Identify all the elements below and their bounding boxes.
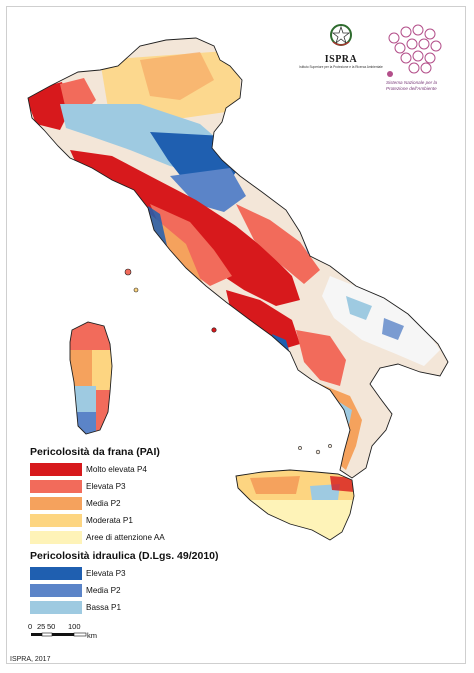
legend-item-frana-p1: Moderata P1 (30, 513, 133, 527)
legend-item-idraulica-p3: Elevata P3 (30, 566, 126, 580)
legend-label: Elevata P3 (86, 568, 126, 578)
scale-bar-graphic (31, 632, 87, 637)
legend-swatch (30, 479, 82, 493)
legend-swatch (30, 513, 82, 527)
legend-swatch (30, 462, 82, 476)
legend-item-frana-p2: Media P2 (30, 496, 121, 510)
map-credit: ISPRA, 2017 (10, 656, 51, 663)
ispra-logo: ISPRA Istituto Superiore per la Protezio… (298, 22, 384, 82)
legend-label: Aree di attenzione AA (86, 532, 165, 542)
scale-tick: 0 (28, 622, 33, 631)
ispra-subtitle: Istituto Superiore per la Protezione e l… (299, 65, 383, 69)
legend-item-frana-p4: Molto elevata P4 (30, 462, 147, 476)
legend-label: Elevata P3 (86, 481, 126, 491)
scale-tick: 100 (68, 622, 81, 631)
legend-item-idraulica-p1: Bassa P1 (30, 600, 121, 614)
legend-label: Media P2 (86, 585, 121, 595)
map-frame (6, 6, 466, 664)
legend-label: Media P2 (86, 498, 121, 508)
snpa-text: Sistema Nazionale per la Protezione dell… (386, 80, 438, 91)
legend-item-idraulica-p2: Media P2 (30, 583, 121, 597)
scale-tick: 25 (37, 622, 46, 631)
legend-swatch-h (30, 583, 82, 597)
legend-hydraulic-title: Pericolosità idraulica (D.Lgs. 49/2010) (30, 550, 219, 562)
legend-label: Bassa P1 (86, 602, 122, 612)
scale-bar: 0 25 50 100 km (28, 622, 168, 652)
legend-item-frana-p3: Elevata P3 (30, 479, 126, 493)
legend-item-frana-aa: Aree di attenzione AA (30, 530, 165, 544)
legend-swatch-h (30, 566, 82, 580)
scale-tick: 50 (47, 622, 56, 631)
italian-emblem-icon (330, 24, 352, 46)
legend-label: Molto elevata P4 (86, 464, 147, 474)
scale-unit: km (87, 631, 97, 640)
snpa-network-icon (387, 24, 442, 77)
ispra-name: ISPRA (324, 54, 358, 65)
legend-swatch (30, 496, 82, 510)
legend-landslide-title: Pericolosità da frana (PAI) (30, 446, 160, 458)
legend-swatch (30, 530, 82, 544)
legend-swatch-h (30, 600, 82, 614)
legend-label: Moderata P1 (86, 515, 133, 525)
snpa-logo: Sistema Nazionale per la Protezione dell… (380, 20, 452, 91)
